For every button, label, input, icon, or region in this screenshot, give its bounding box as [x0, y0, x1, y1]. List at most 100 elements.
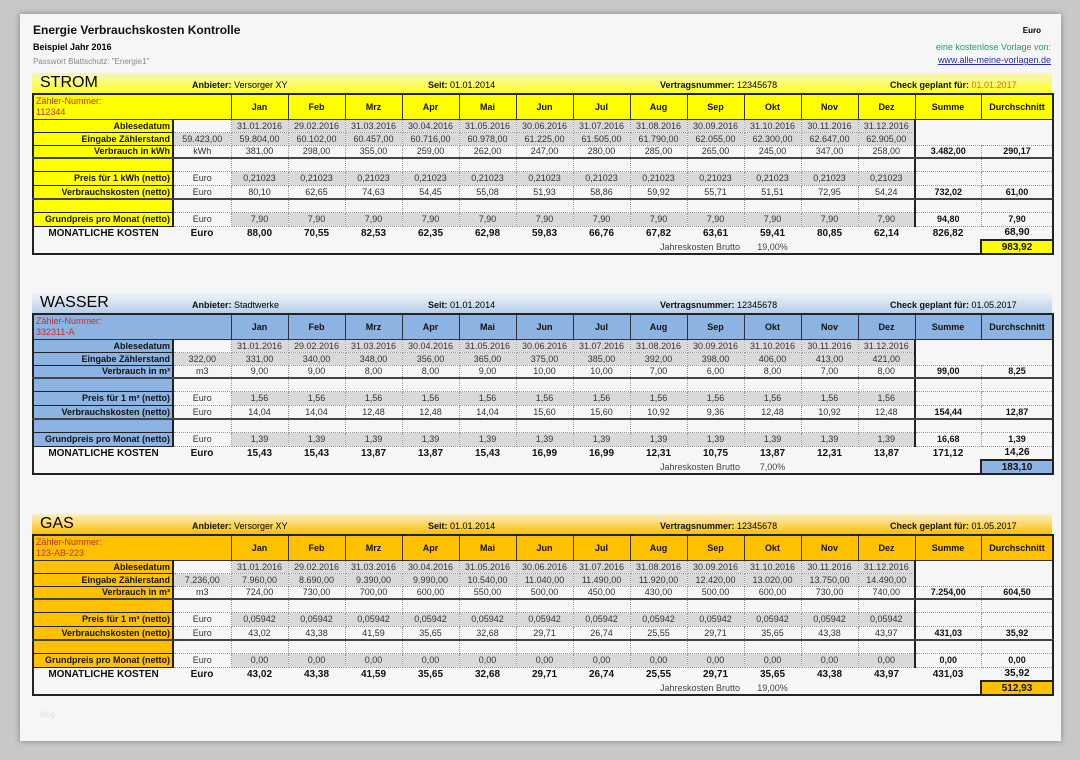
- grundpreis-row-cell[interactable]: 0,00: [344, 652, 403, 668]
- eingabe-row-cell[interactable]: 11.040,00: [515, 572, 574, 587]
- ablesedatum-cell[interactable]: 29.02.2016: [287, 559, 346, 574]
- grundpreis-row-cell[interactable]: 7,90: [800, 211, 859, 227]
- eingabe-row-cell[interactable]: 8.690,00: [287, 572, 346, 587]
- preis-row-cell[interactable]: 0,05942: [686, 611, 745, 627]
- grundpreis-row-cell[interactable]: 1,39: [743, 431, 802, 447]
- ablesedatum-cell[interactable]: 31.07.2016: [572, 118, 631, 133]
- preis-row-cell[interactable]: 0,05942: [629, 611, 688, 627]
- contract-number-value[interactable]: 12345678: [737, 80, 778, 90]
- grundpreis-row-cell[interactable]: 1,39: [287, 431, 346, 447]
- preis-row-cell[interactable]: 1,56: [515, 390, 574, 406]
- grundpreis-row-cell[interactable]: 7,90: [515, 211, 574, 227]
- eingabe-row-cell[interactable]: 60.457,00: [344, 131, 403, 146]
- preis-row-cell[interactable]: 0,21023: [629, 170, 688, 186]
- eingabe-row-unit[interactable]: 59.423,00: [172, 131, 232, 146]
- preis-row-cell[interactable]: 0,21023: [344, 170, 403, 186]
- preis-row-cell[interactable]: 1,56: [857, 390, 916, 406]
- grundpreis-row-cell[interactable]: 1,39: [629, 431, 688, 447]
- ablesedatum-cell[interactable]: 31.07.2016: [572, 559, 631, 574]
- eingabe-row-cell[interactable]: 62.300,00: [743, 131, 802, 146]
- preis-row-cell[interactable]: 1,56: [344, 390, 403, 406]
- preis-row-cell[interactable]: 1,56: [800, 390, 859, 406]
- grundpreis-row-cell[interactable]: 7,90: [458, 211, 517, 227]
- ablesedatum-cell[interactable]: 31.07.2016: [572, 338, 631, 353]
- grundpreis-row-cell[interactable]: 1,39: [344, 431, 403, 447]
- preis-row-cell[interactable]: 1,56: [458, 390, 517, 406]
- grundpreis-row-cell[interactable]: 1,39: [401, 431, 460, 447]
- ablesedatum-cell[interactable]: 30.11.2016: [800, 559, 859, 574]
- eingabe-row-cell[interactable]: 11.490,00: [572, 572, 631, 587]
- preis-row-cell[interactable]: 0,05942: [857, 611, 916, 627]
- eingabe-row-cell[interactable]: 10.540,00: [458, 572, 517, 587]
- preis-row-cell[interactable]: 1,56: [686, 390, 745, 406]
- preis-row-cell[interactable]: 0,21023: [287, 170, 346, 186]
- ablesedatum-cell[interactable]: 31.03.2016: [344, 559, 403, 574]
- preis-row-cell[interactable]: 0,05942: [515, 611, 574, 627]
- eingabe-row-cell[interactable]: 331,00: [230, 351, 289, 366]
- eingabe-row-unit[interactable]: 322,00: [172, 351, 232, 366]
- grundpreis-row-cell[interactable]: 0,00: [287, 652, 346, 668]
- grundpreis-row-cell[interactable]: 0,00: [458, 652, 517, 668]
- eingabe-row-cell[interactable]: 13.020,00: [743, 572, 802, 587]
- preis-row-cell[interactable]: 0,21023: [515, 170, 574, 186]
- preis-row-cell[interactable]: 0,21023: [572, 170, 631, 186]
- grundpreis-row-cell[interactable]: 0,00: [743, 652, 802, 668]
- grundpreis-row-cell[interactable]: 1,39: [686, 431, 745, 447]
- preis-row-cell[interactable]: 0,21023: [743, 170, 802, 186]
- eingabe-row-cell[interactable]: 59.804,00: [230, 131, 289, 146]
- grundpreis-row-cell[interactable]: 1,39: [572, 431, 631, 447]
- template-link[interactable]: www.alle-meine-vorlagen.de: [937, 55, 1051, 65]
- preis-row-cell[interactable]: 0,21023: [230, 170, 289, 186]
- eingabe-row-cell[interactable]: 7.960,00: [230, 572, 289, 587]
- grundpreis-row-cell[interactable]: 7,90: [401, 211, 460, 227]
- grundpreis-row-cell[interactable]: 7,90: [572, 211, 631, 227]
- ablesedatum-cell[interactable]: 31.01.2016: [230, 118, 289, 133]
- preis-row-cell[interactable]: 0,21023: [686, 170, 745, 186]
- eingabe-row-unit[interactable]: 7.236,00: [172, 572, 232, 587]
- ablesedatum-cell[interactable]: 30.06.2016: [515, 338, 574, 353]
- grundpreis-row-cell[interactable]: 7,90: [287, 211, 346, 227]
- grundpreis-row-cell[interactable]: 1,39: [800, 431, 859, 447]
- preis-row-cell[interactable]: 0,21023: [800, 170, 859, 186]
- ablesedatum-cell[interactable]: 30.09.2016: [686, 338, 745, 353]
- eingabe-row-cell[interactable]: 9.990,00: [401, 572, 460, 587]
- eingabe-row-cell[interactable]: 11.920,00: [629, 572, 688, 587]
- eingabe-row-cell[interactable]: 375,00: [515, 351, 574, 366]
- preis-row-cell[interactable]: 1,56: [743, 390, 802, 406]
- eingabe-row-cell[interactable]: 385,00: [572, 351, 631, 366]
- since-value[interactable]: 01.01.2014: [450, 300, 496, 310]
- ablesedatum-cell[interactable]: 29.02.2016: [287, 338, 346, 353]
- grundpreis-row-cell[interactable]: 1,39: [857, 431, 916, 447]
- preis-row-cell[interactable]: 1,56: [287, 390, 346, 406]
- check-date-value[interactable]: 01.05.2017: [971, 521, 1017, 531]
- preis-row-cell[interactable]: 0,05942: [800, 611, 859, 627]
- eingabe-row-cell[interactable]: 348,00: [344, 351, 403, 366]
- ablesedatum-cell[interactable]: 30.06.2016: [515, 118, 574, 133]
- preis-row-cell[interactable]: 1,56: [629, 390, 688, 406]
- ablesedatum-cell[interactable]: 30.09.2016: [686, 118, 745, 133]
- ablesedatum-cell[interactable]: 31.10.2016: [743, 559, 802, 574]
- ablesedatum-cell[interactable]: 29.02.2016: [287, 118, 346, 133]
- grundpreis-row-cell[interactable]: 0,00: [686, 652, 745, 668]
- grundpreis-row-cell[interactable]: 7,90: [743, 211, 802, 227]
- ablesedatum-cell[interactable]: 31.01.2016: [230, 559, 289, 574]
- ablesedatum-cell[interactable]: 30.09.2016: [686, 559, 745, 574]
- eingabe-row-cell[interactable]: 62.055,00: [686, 131, 745, 146]
- grundpreis-row-cell[interactable]: 0,00: [515, 652, 574, 668]
- preis-row-cell[interactable]: 0,21023: [857, 170, 916, 186]
- grundpreis-row-cell[interactable]: 7,90: [230, 211, 289, 227]
- grundpreis-row-cell[interactable]: 7,90: [629, 211, 688, 227]
- grundpreis-row-cell[interactable]: 1,39: [230, 431, 289, 447]
- ablesedatum-cell[interactable]: 30.11.2016: [800, 118, 859, 133]
- ablesedatum-cell[interactable]: 31.10.2016: [743, 338, 802, 353]
- grundpreis-row-cell[interactable]: 1,39: [458, 431, 517, 447]
- ablesedatum-cell[interactable]: 31.03.2016: [344, 338, 403, 353]
- preis-row-cell[interactable]: 1,56: [572, 390, 631, 406]
- ablesedatum-cell[interactable]: 31.12.2016: [857, 338, 916, 353]
- grundpreis-row-cell[interactable]: 0,00: [230, 652, 289, 668]
- eingabe-row-cell[interactable]: 60.978,00: [458, 131, 517, 146]
- preis-row-cell[interactable]: 0,05942: [743, 611, 802, 627]
- preis-row-cell[interactable]: 0,21023: [401, 170, 460, 186]
- eingabe-row-cell[interactable]: 61.505,00: [572, 131, 631, 146]
- eingabe-row-cell[interactable]: 392,00: [629, 351, 688, 366]
